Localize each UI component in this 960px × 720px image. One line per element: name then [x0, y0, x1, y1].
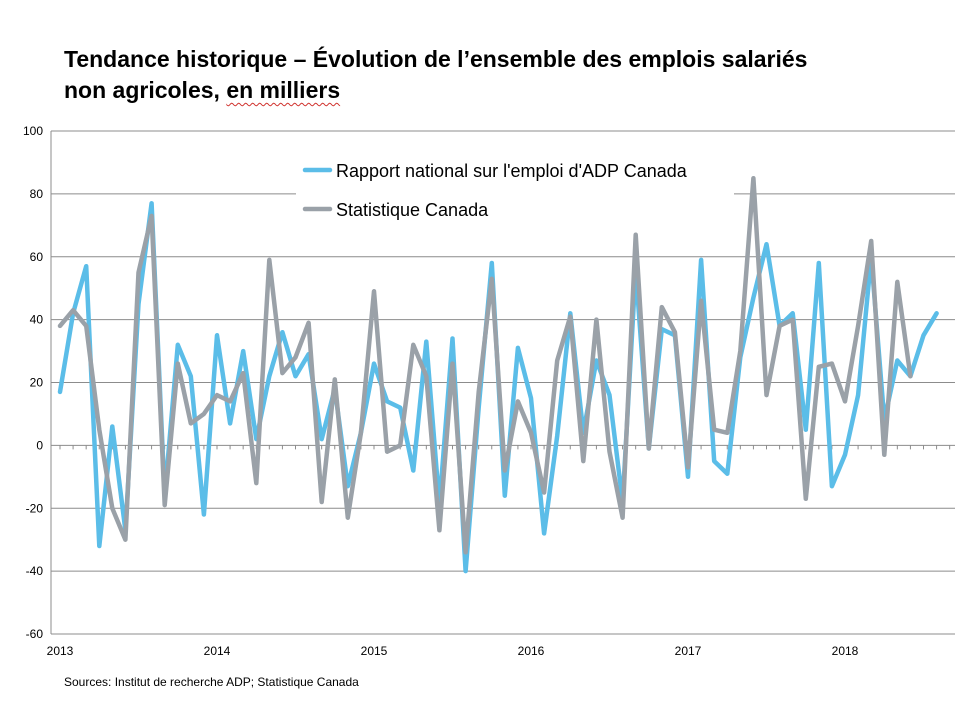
chart-title-line2-underlined: en milliers	[226, 77, 341, 103]
x-tick-label: 2016	[518, 644, 545, 658]
y-tick-label: 100	[23, 124, 43, 138]
x-tick-label: 2018	[832, 644, 859, 658]
y-tick-label: -20	[26, 501, 44, 515]
x-tick-label: 2015	[361, 644, 388, 658]
y-tick-label: 40	[30, 313, 44, 327]
legend-label-2: Statistique Canada	[336, 200, 489, 220]
y-tick-label: 0	[36, 438, 43, 452]
legend-background	[296, 150, 734, 230]
chart-title: Tendance historique – Évolution de l’ens…	[64, 44, 924, 106]
x-tick-label: 2017	[675, 644, 702, 658]
chart-title-line1: Tendance historique – Évolution de l’ens…	[64, 46, 808, 72]
legend: Rapport national sur l'emploi d'ADP Cana…	[296, 150, 734, 230]
y-tick-label: -40	[26, 564, 44, 578]
y-tick-label: 60	[30, 250, 44, 264]
y-tick-label: -60	[26, 627, 44, 641]
series-line-2	[57, 175, 913, 555]
x-tick-label: 2013	[47, 644, 74, 658]
source-note: Sources: Institut de recherche ADP; Stat…	[64, 675, 359, 689]
chart-title-line2-pre: non agricoles,	[64, 77, 227, 103]
legend-label-1: Rapport national sur l'emploi d'ADP Cana…	[336, 161, 688, 181]
y-tick-label: 80	[30, 187, 44, 201]
x-tick-label: 2014	[204, 644, 231, 658]
y-tick-label: 20	[30, 376, 44, 390]
